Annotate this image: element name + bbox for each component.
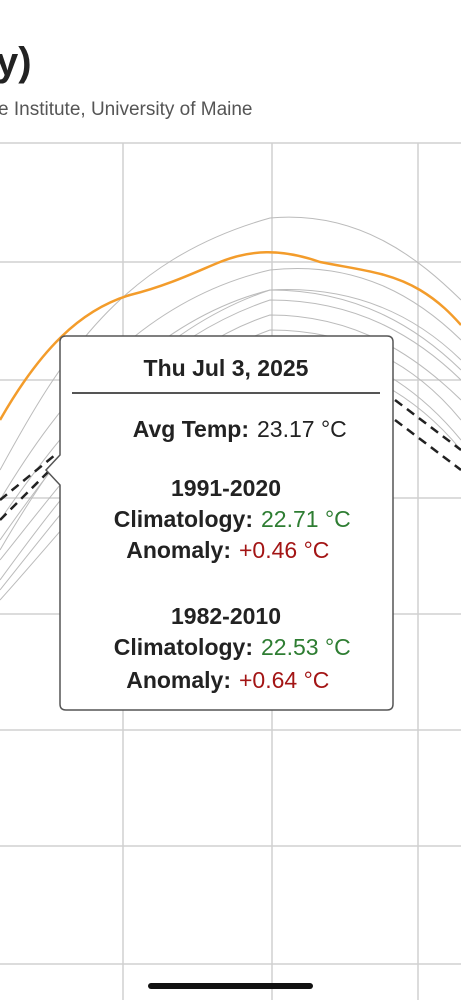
climatology-label: Climatology:	[114, 506, 253, 532]
anomaly-label: Anomaly:	[126, 667, 231, 693]
climatology-label: Climatology:	[114, 634, 253, 660]
avg-label: Avg Temp:	[133, 416, 249, 442]
current-year	[0, 251, 461, 421]
tooltip-box	[44, 335, 394, 711]
anomaly-label: Anomaly:	[126, 537, 231, 563]
period-name: 1991-2020	[171, 475, 281, 501]
tooltip-date: Thu Jul 3, 2025	[144, 355, 309, 381]
anomaly-value: +0.46 °C	[239, 537, 329, 563]
subtitle: e Institute, University of Maine	[0, 99, 253, 120]
avg-value: 23.17 °C	[257, 416, 347, 442]
climatology-lines	[0, 399, 461, 521]
climatology-value: 22.53 °C	[261, 634, 351, 660]
home-indicator	[148, 983, 313, 989]
tooltip: Thu Jul 3, 2025 Avg Temp: 23.17 °C 1991-…	[44, 335, 394, 711]
period-name: 1982-2010	[171, 603, 281, 629]
climatology-value: 22.71 °C	[261, 506, 351, 532]
title: y)	[0, 40, 32, 84]
anomaly-value: +0.64 °C	[239, 667, 329, 693]
